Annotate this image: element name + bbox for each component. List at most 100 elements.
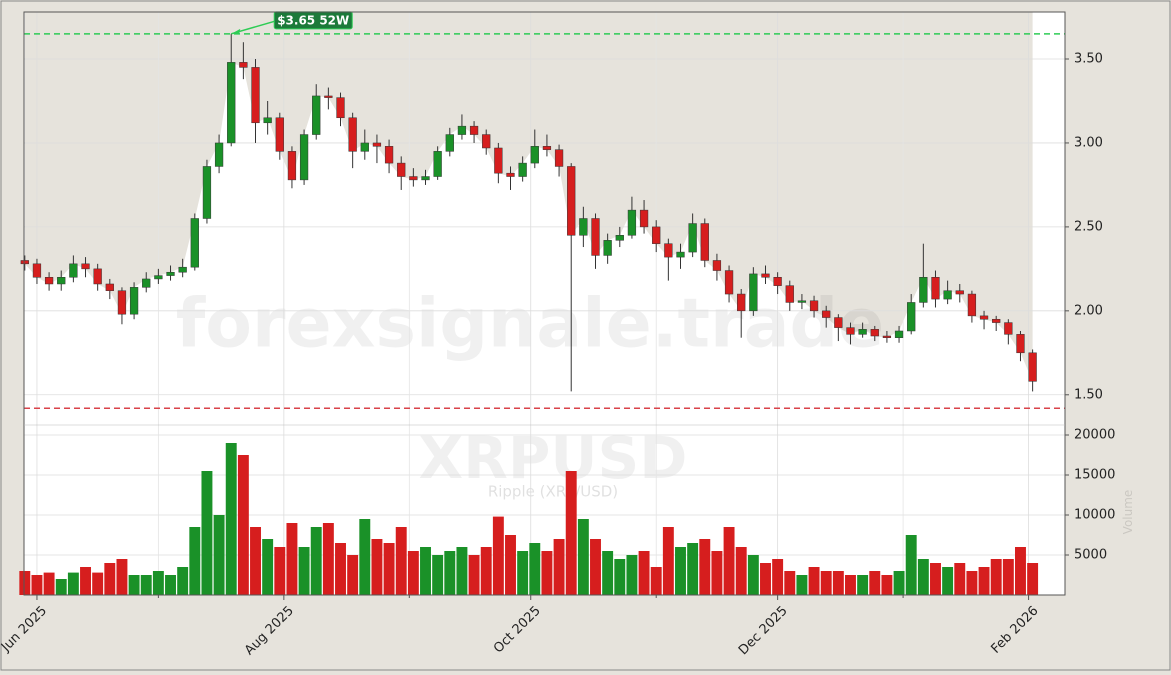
volume-bar	[505, 535, 516, 595]
volume-bar	[893, 571, 905, 595]
volume-bar	[31, 575, 43, 595]
volume-bar	[541, 551, 553, 595]
candle-body	[992, 318, 1001, 323]
candle-body	[117, 290, 127, 315]
volume-bar	[444, 551, 456, 595]
candle-body	[421, 176, 430, 181]
candle-body	[190, 218, 199, 268]
candle-body	[494, 147, 503, 174]
volume-bar	[662, 527, 674, 595]
candle-body	[737, 293, 746, 312]
candle-body	[202, 166, 212, 219]
volume-bar	[614, 559, 626, 595]
candle-body	[858, 329, 867, 335]
candle-body	[263, 117, 272, 124]
candle-body	[348, 117, 357, 152]
candle-body	[57, 277, 66, 285]
volume-bar	[250, 527, 261, 595]
candle-body	[129, 287, 139, 315]
volume-bar	[1015, 547, 1026, 595]
candle-body	[822, 310, 831, 318]
volume-bar	[954, 563, 966, 595]
volume-bar	[274, 547, 286, 595]
candle-body	[749, 273, 758, 312]
volume-bar	[553, 539, 565, 595]
candle-body	[542, 146, 552, 150]
volume-bar	[43, 572, 55, 595]
candle-body	[299, 134, 309, 181]
annotation-arrowhead	[231, 28, 241, 34]
volume-bar	[517, 551, 529, 595]
volume-bar	[80, 567, 91, 595]
volume-tick-label: 20000	[1074, 428, 1115, 443]
volume-tick-label: 5000	[1074, 548, 1107, 563]
annotation-text: $3.65 52W	[277, 13, 349, 27]
candle-body	[324, 95, 333, 98]
volume-bar	[335, 543, 346, 595]
candle-body	[943, 290, 952, 300]
volume-bar	[966, 571, 978, 595]
candle-body	[384, 146, 394, 164]
candle-body	[457, 125, 467, 135]
candle-body	[834, 317, 843, 328]
volume-bar	[468, 555, 480, 595]
candle-body	[761, 273, 770, 278]
axes-frame	[23, 11, 1066, 596]
volume-bar	[808, 567, 820, 595]
volume-bar	[371, 539, 383, 595]
y-tick-label: 3.50	[1074, 52, 1103, 67]
volume-tick-label: 10000	[1074, 508, 1115, 523]
watermark: forexsignale.trade	[176, 285, 885, 364]
y-tick-label: 1.50	[1074, 387, 1103, 402]
volume-bar	[1027, 563, 1039, 595]
candle-body	[433, 151, 442, 177]
volume-bar	[699, 539, 711, 595]
volume-bar	[480, 547, 492, 595]
volume-bar	[67, 572, 79, 595]
volume-bar	[189, 527, 201, 595]
candle-body	[882, 335, 892, 338]
volume-bar	[857, 575, 869, 595]
volume-bar	[602, 551, 614, 595]
candle-body	[797, 300, 807, 303]
volume-bar	[177, 567, 189, 595]
candle-body	[518, 162, 527, 177]
volume-bar	[760, 563, 771, 595]
volume-bar	[347, 555, 359, 595]
volume-bar	[116, 559, 128, 595]
candle-body	[967, 293, 977, 317]
volume-bar	[565, 471, 577, 595]
candle-body	[652, 226, 661, 244]
candle-body	[700, 223, 709, 261]
volume-bar	[432, 555, 444, 595]
volume-bar	[407, 551, 419, 595]
volume-bar	[359, 519, 371, 595]
volume-bar	[917, 559, 929, 595]
volume-bar	[577, 519, 589, 595]
candle-body	[870, 329, 879, 337]
volume-bar	[930, 563, 941, 595]
candle-body	[603, 240, 612, 256]
candle-body	[445, 134, 454, 152]
volume-bar	[590, 539, 601, 595]
volume-bar	[905, 535, 917, 595]
candle-body	[105, 283, 114, 291]
candle-body	[251, 67, 260, 124]
candle-body	[397, 162, 406, 177]
candle-body	[44, 277, 54, 285]
y-tick-label: 3.00	[1074, 135, 1103, 150]
candle-body	[69, 263, 78, 278]
candle-body	[372, 142, 382, 147]
volume-bar	[322, 523, 334, 595]
volume-bar	[201, 471, 213, 595]
candle-body	[166, 271, 175, 276]
candle-body	[154, 275, 163, 280]
candle-body	[530, 146, 539, 164]
candle-body	[214, 142, 224, 167]
volume-bar	[869, 571, 881, 595]
candle-body	[591, 218, 600, 256]
candle-body	[773, 277, 782, 286]
candle-body	[506, 172, 515, 177]
